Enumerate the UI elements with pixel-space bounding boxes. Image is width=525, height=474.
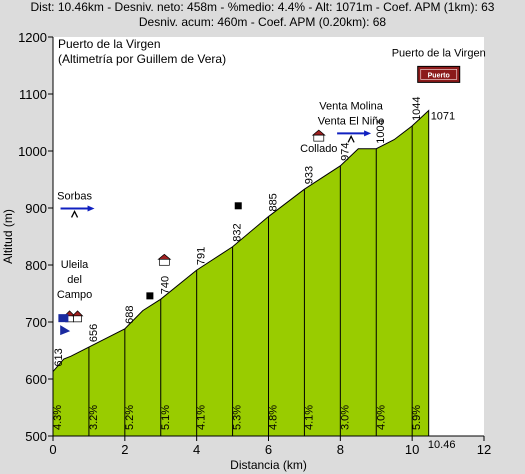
gradient-label: 4.3% (52, 405, 64, 430)
x-axis-label: Distancia (km) (230, 458, 307, 472)
y-axis-label: Altitud (m) (1, 209, 15, 264)
junction-arrow-icon (337, 130, 372, 143)
chart-subtitle: (Altimetría por Guillem de Vera) (58, 52, 226, 66)
road-sign-icon (58, 314, 71, 336)
x-tick-label: 10 (405, 442, 419, 457)
annotation-label: Puerto de la Virgen (392, 47, 486, 59)
y-tick-label: 900 (25, 201, 47, 216)
annotation-label-line: Uleila (61, 259, 89, 271)
annotation-label-line: del (67, 274, 82, 286)
x-tick-label: 6 (265, 442, 272, 457)
gradient-label: 5.2% (124, 405, 136, 430)
flag-icon (146, 292, 154, 300)
house-wall (73, 315, 82, 323)
annotation-label-line: Venta El Niño (318, 115, 385, 127)
km-altitude-label: 791 (196, 247, 208, 265)
junction-arrow-icon (60, 205, 95, 218)
flag-icon (234, 202, 242, 210)
x-tick-label: 0 (49, 442, 56, 457)
y-tick-label: 700 (25, 315, 47, 330)
km-altitude-label: 832 (232, 223, 244, 241)
annotation-label: Venta Molina Venta El Niño (318, 100, 385, 127)
x-tick-label: 8 (337, 442, 344, 457)
sign-arrow (60, 325, 71, 336)
gradient-label: 3.0% (339, 405, 351, 430)
gradient-label: 4.0% (375, 405, 387, 430)
summit-altitude-label: 1071 (431, 111, 455, 123)
house-wall (158, 258, 170, 266)
km-altitude-label: 1044 (411, 96, 423, 120)
annotation-label-line: Puerto de la Virgen (392, 47, 486, 59)
chart-title: Puerto de la Virgen (58, 37, 161, 51)
gradient-label: 5.3% (232, 405, 244, 430)
arrow-head (364, 130, 372, 137)
annotation-label-line: Sorbas (57, 190, 92, 202)
km-altitude-label: 933 (303, 166, 315, 184)
annotation-label: Uleila del Campo (57, 259, 92, 301)
y-tick-label: 600 (25, 372, 47, 387)
climber-mark (347, 134, 355, 143)
house-icon (157, 253, 172, 266)
y-tick-label: 500 (25, 429, 47, 444)
x-tick-label: 12 (477, 442, 491, 457)
sign-plate (58, 314, 69, 323)
annotation-label-line: Campo (57, 289, 92, 301)
annotation-label: Collado (300, 143, 337, 155)
arrow-head (87, 205, 95, 212)
y-tick-label: 800 (25, 258, 47, 273)
y-tick-label: 1200 (18, 30, 47, 45)
x-tick-label: 2 (121, 442, 128, 457)
gradient-label: 5.1% (160, 405, 172, 430)
gradient-label: 4.1% (303, 405, 315, 430)
summit-sign-icon: Puerto (417, 65, 461, 83)
end-distance-label: 10.46 (428, 439, 456, 451)
gradient-label: 3.2% (88, 405, 100, 430)
km-altitude-label: 656 (88, 324, 100, 342)
y-tick-label: 1000 (18, 144, 47, 159)
km-altitude-label: 740 (160, 276, 172, 294)
km-altitude-label: 613 (53, 348, 65, 366)
sign-board (417, 65, 461, 83)
km-altitude-label: 885 (268, 193, 280, 211)
annotation-label-line: Collado (300, 143, 337, 155)
house-wall (313, 134, 325, 142)
annotation-label: Sorbas (57, 190, 92, 202)
gradient-label: 4.8% (268, 405, 280, 430)
y-tick-label: 1100 (19, 87, 47, 102)
km-altitude-label: 688 (124, 305, 136, 323)
gradient-label: 4.1% (196, 405, 208, 430)
sign-border (420, 69, 458, 80)
header-stats-line-2: Desniv. acum: 460m - Coef. APM (0.20km):… (138, 15, 387, 29)
sign-text: Puerto (428, 72, 450, 79)
km-altitude-label: 1004 (375, 119, 387, 143)
annotation-label-line: Venta Molina (319, 100, 383, 112)
km-altitude-label: 974 (339, 142, 351, 160)
profile-area (52, 109, 430, 437)
x-tick-label: 4 (193, 442, 200, 457)
pass-house-icon (311, 129, 326, 142)
climber-mark (70, 209, 79, 218)
header-stats-line-1: Dist: 10.46km - Desniv. neto: 458m - %me… (30, 0, 495, 14)
gradient-label: 5.9% (411, 405, 423, 430)
